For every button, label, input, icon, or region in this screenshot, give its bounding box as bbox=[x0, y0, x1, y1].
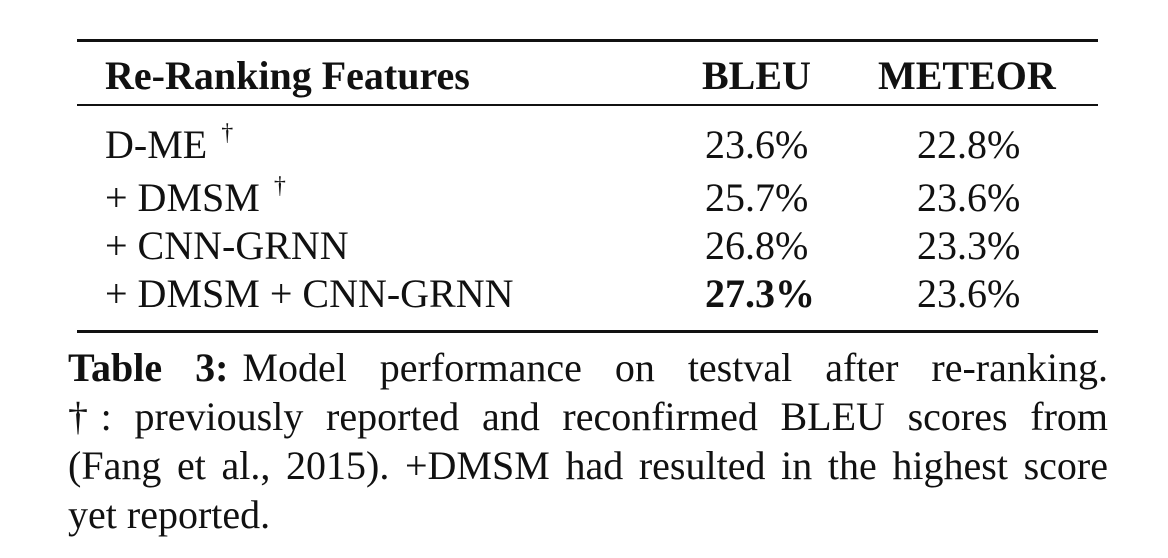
table-row: + DMSM + CNN-GRNN 27.3% 23.6% bbox=[0, 270, 1168, 318]
caption-text-1: Model performance on testval after re-ra… bbox=[242, 345, 1108, 390]
caption-line-3: (Fang et al., 2015). +DMSM had resulted … bbox=[68, 443, 1108, 488]
row-meteor-value: 23.6% bbox=[917, 175, 1021, 220]
table-row: + DMSM † 25.7% 23.6% bbox=[0, 173, 1168, 222]
row-meteor-value: 22.8% bbox=[917, 122, 1021, 167]
feature-label: + CNN-GRNN bbox=[105, 223, 349, 268]
feature-label: + DMSM + CNN-GRNN bbox=[105, 271, 514, 316]
row-feature: + DMSM + CNN-GRNN bbox=[105, 270, 514, 318]
dagger-mark: † bbox=[221, 120, 234, 146]
feature-label: D-ME bbox=[105, 122, 208, 167]
caption-label: Table 3: bbox=[68, 345, 229, 390]
row-bleu-value: 25.7% bbox=[705, 175, 809, 220]
row-feature: + CNN-GRNN bbox=[105, 222, 349, 270]
caption-line-2: †: previously reported and reconfirmed B… bbox=[68, 394, 1108, 439]
caption-line-1: Table 3: Model performance on testval aft… bbox=[68, 343, 1108, 392]
row-feature: D-ME † bbox=[105, 120, 234, 175]
row-bleu-value: 26.8% bbox=[705, 223, 809, 268]
table-bottom-rule bbox=[77, 330, 1098, 333]
table-caption: Table 3: Model performance on testval aft… bbox=[68, 343, 1108, 539]
table-top-rule bbox=[77, 39, 1098, 42]
table-header-rule bbox=[77, 104, 1098, 106]
table-row: + CNN-GRNN 26.8% 23.3% bbox=[0, 222, 1168, 270]
row-bleu-value: 23.6% bbox=[705, 122, 809, 167]
dagger-mark: † bbox=[273, 173, 286, 199]
header-meteor: METEOR bbox=[878, 53, 1056, 98]
header-re-ranking-features: Re-Ranking Features bbox=[105, 53, 470, 98]
row-meteor-value: 23.6% bbox=[917, 271, 1021, 316]
caption-line-4: yet reported. bbox=[68, 492, 271, 537]
table-row: D-ME † 23.6% 22.8% bbox=[0, 120, 1168, 169]
feature-label: + DMSM bbox=[105, 175, 260, 220]
row-bleu-value-best: 27.3% bbox=[705, 271, 815, 316]
row-meteor-value: 23.3% bbox=[917, 223, 1021, 268]
header-bleu: BLEU bbox=[702, 53, 811, 98]
row-feature: + DMSM † bbox=[105, 173, 286, 228]
